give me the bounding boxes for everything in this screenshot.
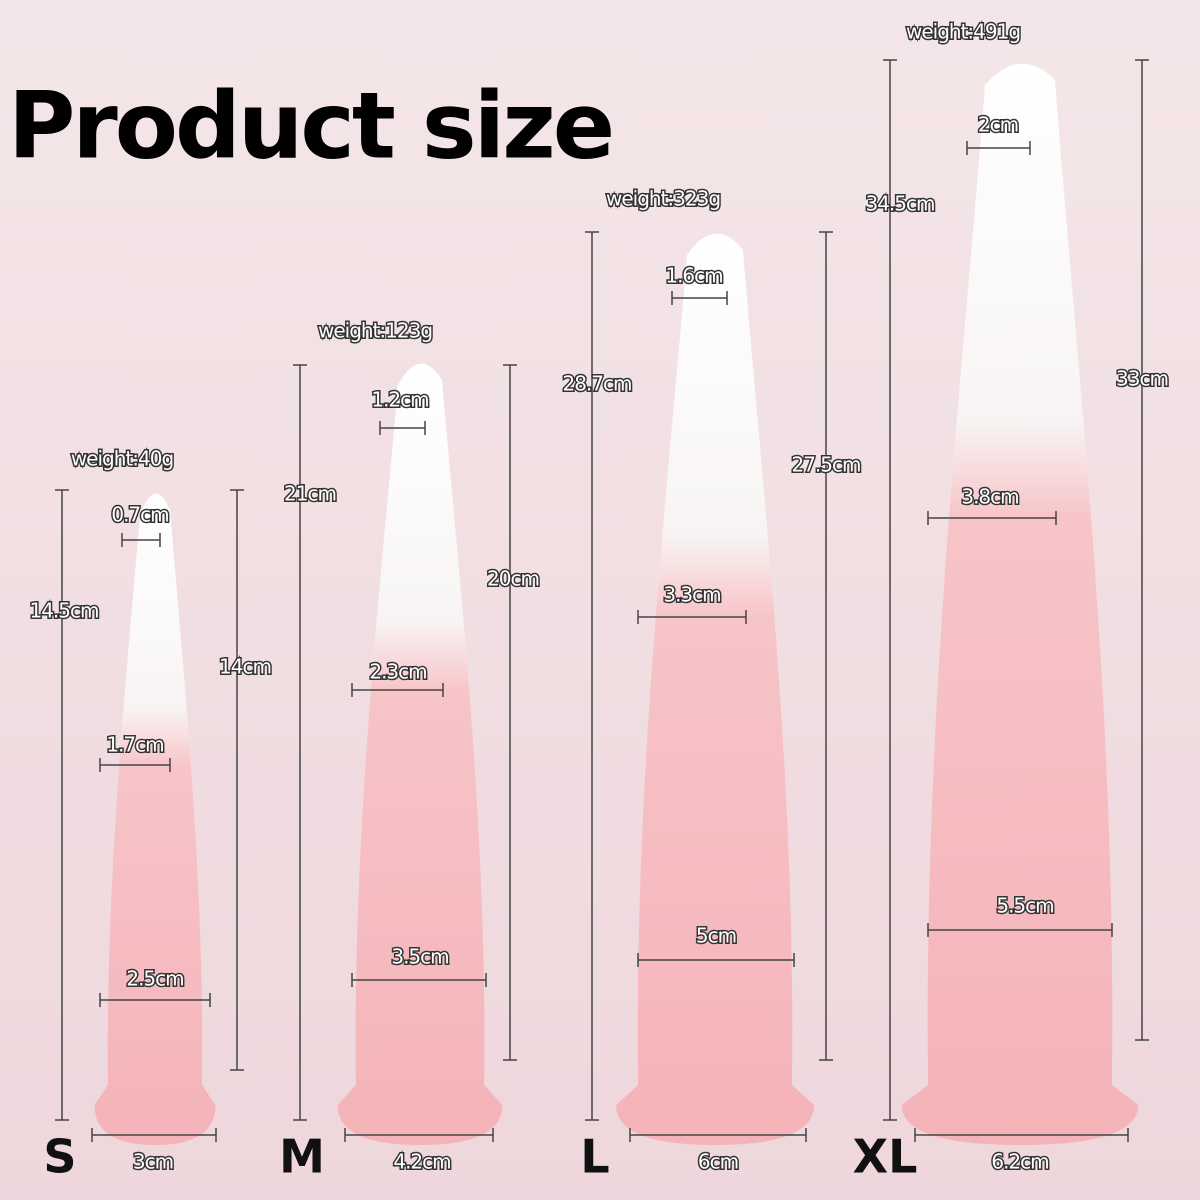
lower-width-label: 5.5cm bbox=[996, 894, 1053, 918]
base-width-label: 3cm bbox=[133, 1150, 173, 1174]
lower-width-label: 3.5cm bbox=[391, 945, 448, 969]
base-width-label: 6.2cm bbox=[991, 1150, 1048, 1174]
tip-width-label: 2cm bbox=[978, 113, 1018, 137]
total-length-label: 14.5cm bbox=[29, 599, 98, 623]
total-length-label: 28.7cm bbox=[562, 372, 631, 396]
products: weight:40g 14.5cm 14cm 0.7cm 1.7cm 2.5cm 3cm Sw… bbox=[28, 18, 1170, 1184]
size-name: S bbox=[43, 1130, 76, 1184]
total-length-label: 34.5cm bbox=[865, 192, 934, 216]
upper-width-label: 3.3cm bbox=[663, 583, 720, 607]
product-shape bbox=[616, 233, 814, 1145]
total-length-label: 21cm bbox=[284, 482, 336, 506]
weight-label: weight:40g bbox=[71, 447, 173, 471]
size-name: XL bbox=[853, 1130, 918, 1184]
page-title: Product size bbox=[8, 72, 612, 179]
tip-width-label: 1.2cm bbox=[371, 388, 428, 412]
lower-width-label: 5cm bbox=[696, 924, 736, 948]
weight-label: weight:323g bbox=[606, 187, 720, 211]
upper-width-label: 3.8cm bbox=[961, 485, 1018, 509]
size-name: L bbox=[580, 1130, 609, 1184]
tip-width-label: 1.6cm bbox=[665, 264, 722, 288]
usable-length-label: 33cm bbox=[1116, 367, 1168, 391]
tip-width-label: 0.7cm bbox=[111, 503, 168, 527]
usable-length-label: 14cm bbox=[219, 655, 271, 679]
base-width-label: 4.2cm bbox=[393, 1150, 450, 1174]
base-width-label: 6cm bbox=[698, 1150, 738, 1174]
product-shape bbox=[94, 493, 216, 1146]
weight-label: weight:491g bbox=[906, 20, 1020, 44]
size-name: M bbox=[279, 1130, 325, 1184]
upper-width-label: 1.7cm bbox=[106, 733, 163, 757]
usable-length-label: 27.5cm bbox=[791, 453, 860, 477]
lower-width-label: 2.5cm bbox=[126, 967, 183, 991]
weight-label: weight:123g bbox=[318, 319, 432, 343]
product-shape bbox=[901, 63, 1139, 1146]
upper-width-label: 2.3cm bbox=[369, 660, 426, 684]
product-shape bbox=[337, 363, 503, 1146]
usable-length-label: 20cm bbox=[487, 567, 539, 591]
